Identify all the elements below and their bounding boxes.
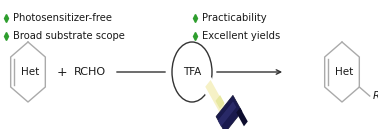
Text: Het: Het (21, 67, 40, 77)
Text: R: R (373, 91, 378, 101)
Polygon shape (205, 80, 225, 112)
Polygon shape (216, 95, 242, 129)
Text: Broad substrate scope: Broad substrate scope (13, 31, 125, 41)
Text: Het: Het (335, 67, 353, 77)
Polygon shape (218, 102, 236, 127)
Polygon shape (201, 75, 227, 117)
Text: Photosensitizer-free: Photosensitizer-free (13, 13, 112, 23)
Text: Excellent yields: Excellent yields (202, 31, 280, 41)
Text: RCHO: RCHO (74, 67, 106, 77)
Text: Practicability: Practicability (202, 13, 266, 23)
Polygon shape (215, 95, 225, 109)
Polygon shape (236, 108, 248, 126)
Text: +: + (57, 66, 67, 79)
Text: TFA: TFA (183, 67, 201, 77)
